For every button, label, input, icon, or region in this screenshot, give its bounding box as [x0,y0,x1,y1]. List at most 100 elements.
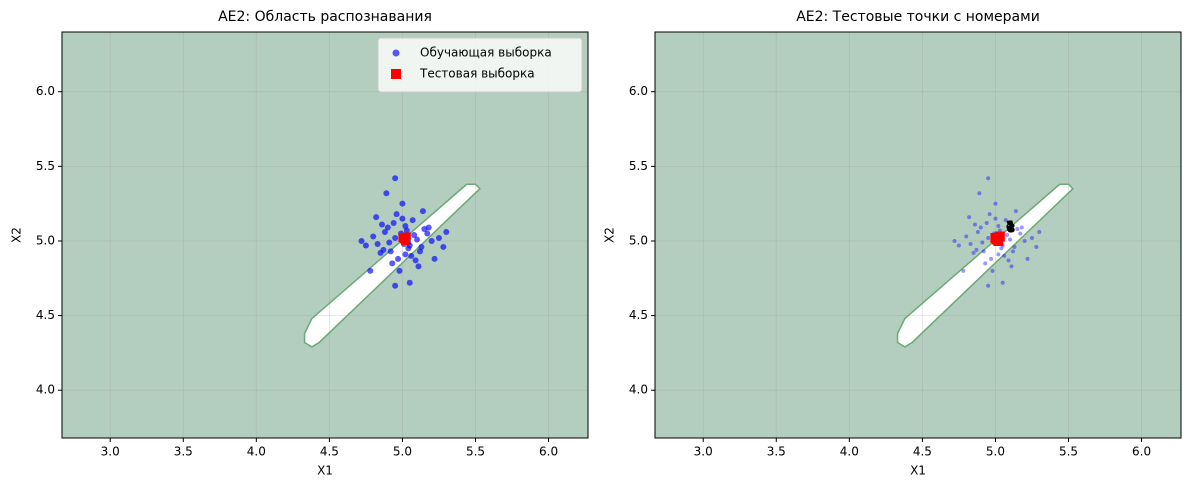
train-point [981,249,986,254]
y-tick-label: 5.0 [36,233,55,247]
train-point [980,240,985,245]
x-tick-label: 4.0 [840,445,859,459]
legend-label: Тестовая выборка [419,67,535,81]
train-point [984,221,989,226]
x-tick-label: 5.0 [986,445,1005,459]
train-point [1005,233,1010,237]
train-point [418,243,425,250]
train-point [392,175,399,182]
train-point [1012,244,1017,249]
x-tick-label: 6.0 [1132,445,1151,459]
test-point [991,234,1002,245]
plot-frame [654,31,1182,439]
y-tick-label: 4.5 [629,308,648,322]
train-point [993,201,998,206]
train-point [415,263,422,270]
train-point [990,268,995,273]
y-tick-label: 5.0 [629,233,648,247]
train-point [987,212,992,217]
train-point [406,279,413,286]
chart-title: AE2: Область распознавания [218,9,432,25]
train-point [977,191,982,196]
train-point [1025,256,1030,261]
train-point [374,240,381,247]
train-point [1003,218,1008,223]
train-point [1013,209,1018,214]
train-point [396,267,403,274]
train-point [961,268,966,273]
x-tick-label: 4.0 [247,445,266,459]
train-point [402,251,409,258]
plot-background [62,32,588,438]
train-point [403,227,410,234]
legend-marker [392,49,400,57]
train-point [419,208,426,215]
train-point [972,222,977,227]
train-point [428,237,435,244]
train-point [1002,253,1007,258]
plot-area [62,32,588,438]
x-tick-label: 4.5 [320,445,339,459]
y-axis-label: X2 [10,227,24,243]
train-point [952,238,957,243]
train-point [996,252,1001,257]
train-point [386,239,393,246]
train-point [408,252,415,259]
y-axis-label: X2 [603,227,617,243]
train-point [431,255,438,262]
x-tick-label: 3.0 [694,445,713,459]
x-tick-label: 3.5 [174,445,193,459]
train-point [967,215,972,220]
train-point [381,229,388,236]
train-point [968,241,973,246]
x-tick-label: 6.0 [539,445,558,459]
point-number: 4 [1006,219,1014,233]
x-tick-label: 5.0 [393,445,412,459]
train-point [399,215,406,222]
train-point [999,246,1004,251]
train-point [383,190,390,197]
y-tick-label: 5.5 [629,159,648,173]
x-axis-label: X1 [910,464,926,478]
train-point [971,250,976,255]
train-point [443,229,450,236]
train-point [392,282,399,289]
train-point [392,234,399,241]
train-point [362,242,369,249]
train-point [1008,237,1013,242]
train-point [1037,230,1042,235]
train-point [1029,235,1034,240]
train-point [1000,280,1005,285]
plot-frame [61,31,589,439]
y-tick-label: 6.0 [629,84,648,98]
legend-marker [391,69,401,79]
x-tick-label: 3.0 [101,445,120,459]
train-point [1006,258,1011,263]
x-tick-label: 4.5 [913,445,932,459]
test-point [399,235,408,244]
train-point [1018,231,1023,236]
train-point [370,233,377,240]
train-point [358,237,365,244]
train-point [986,235,991,240]
y-tick-label: 5.5 [36,159,55,173]
train-point [393,211,400,218]
train-point [395,255,402,262]
train-point [414,236,421,243]
train-point [425,224,432,231]
train-point [380,246,387,253]
train-point [1019,225,1024,230]
legend-label: Обучающая выборка [420,46,552,60]
train-point [975,230,980,235]
train-point [367,267,374,274]
point-number: 2 [1006,219,1014,233]
train-point [440,243,447,250]
point-number: 1 [1006,220,1014,234]
train-point [412,257,419,264]
train-point [1009,264,1014,269]
train-point [1010,249,1015,254]
train-point [974,247,979,252]
y-tick-label: 4.5 [36,308,55,322]
